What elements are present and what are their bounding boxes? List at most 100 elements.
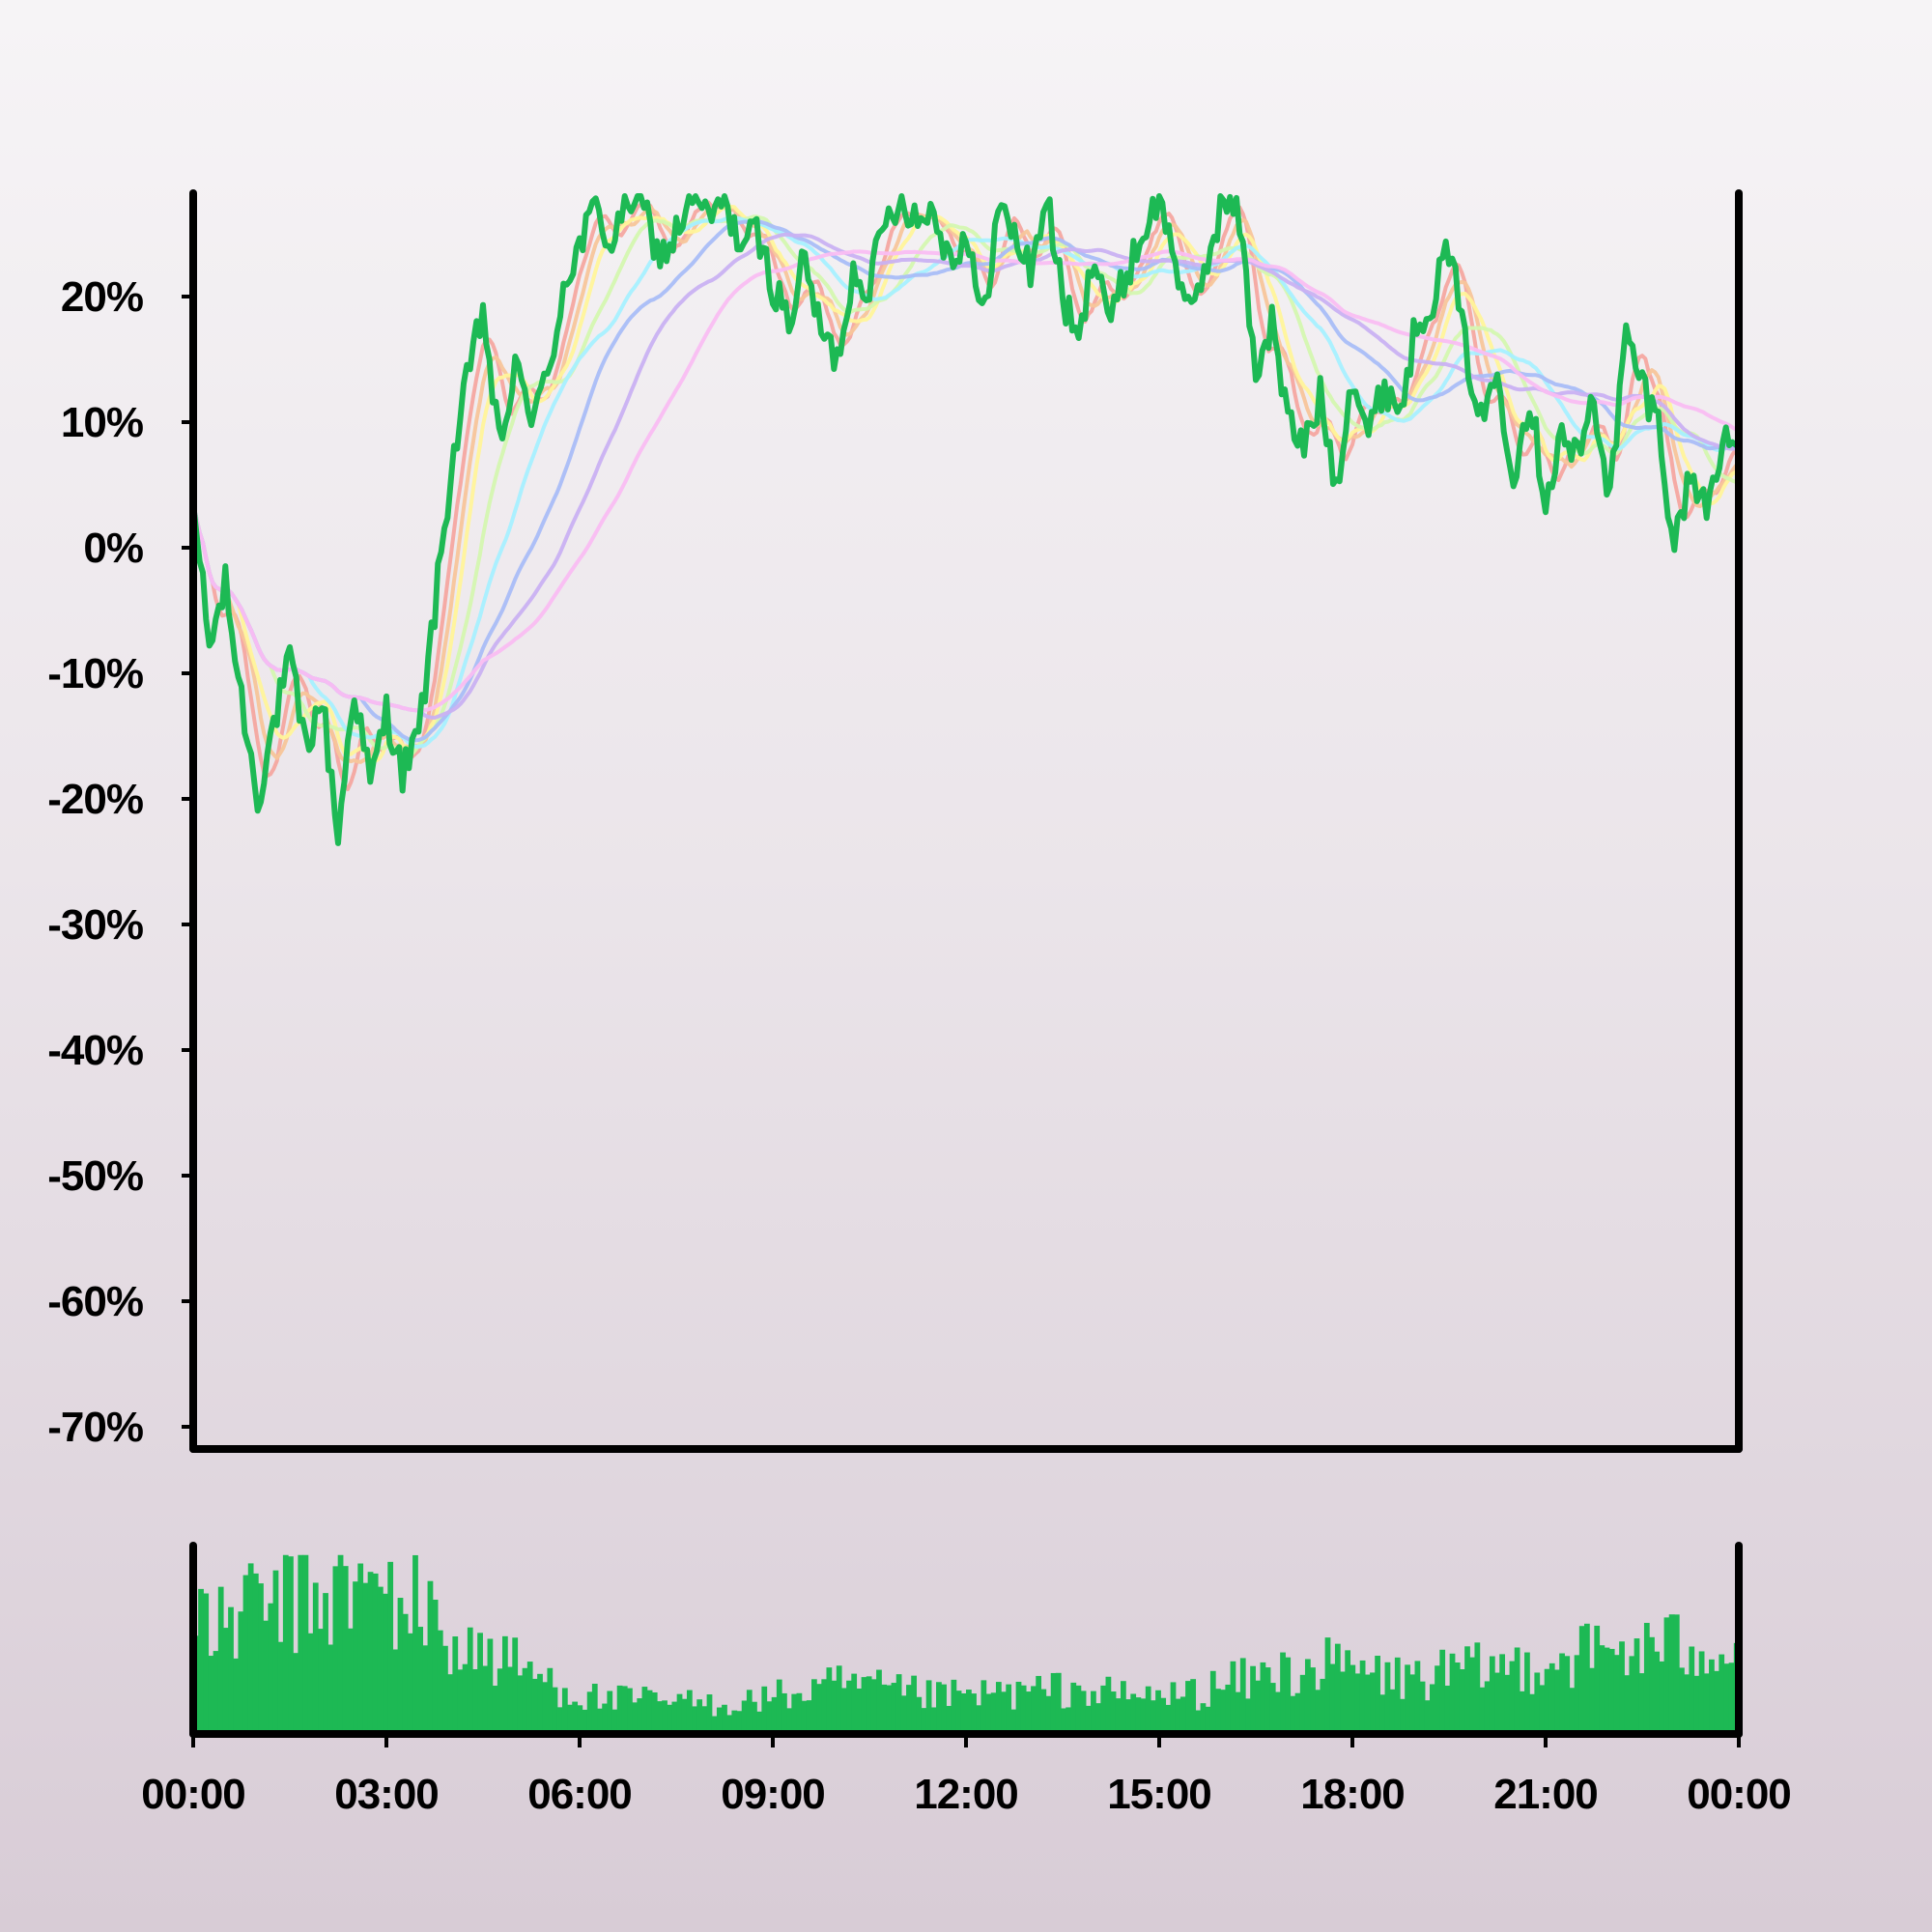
volume-bar xyxy=(1205,1706,1211,1734)
volume-bar xyxy=(1324,1637,1331,1734)
volume-bar xyxy=(726,1715,733,1734)
volume-bar xyxy=(1085,1705,1092,1734)
volume-bar xyxy=(801,1700,808,1734)
volume-bar xyxy=(1634,1638,1640,1734)
volume-bar xyxy=(307,1633,314,1734)
volume-bar xyxy=(886,1685,893,1734)
volume-bar xyxy=(1509,1661,1516,1734)
volume-bar xyxy=(1329,1663,1336,1734)
volume-bar xyxy=(487,1638,494,1734)
volume-bar xyxy=(900,1695,907,1734)
volume-bar xyxy=(1121,1681,1126,1734)
volume-bar xyxy=(1554,1669,1560,1734)
volume-bar xyxy=(736,1711,743,1734)
volume-bar xyxy=(1179,1696,1186,1734)
volume-bar xyxy=(891,1683,897,1734)
volume-bar xyxy=(233,1658,240,1734)
volume-bar xyxy=(1015,1681,1022,1734)
volume-bar xyxy=(547,1667,554,1734)
volume-bar xyxy=(911,1675,917,1734)
volume-bar xyxy=(312,1582,319,1734)
x-tick-label: 00:00 xyxy=(141,1771,245,1818)
volume-bar xyxy=(722,1704,727,1734)
volume-bar xyxy=(372,1573,379,1734)
volume-bar xyxy=(771,1696,778,1734)
volume-bar xyxy=(507,1666,513,1734)
volume-bar xyxy=(955,1690,962,1734)
volume-bar xyxy=(766,1701,773,1734)
volume-bar xyxy=(1320,1678,1326,1734)
volume-bar xyxy=(706,1694,713,1734)
x-tick-label: 03:00 xyxy=(334,1771,439,1818)
volume-bar xyxy=(427,1580,434,1734)
volume-bar xyxy=(1599,1645,1605,1734)
x-tick-label: 21:00 xyxy=(1493,1771,1598,1818)
volume-bar xyxy=(402,1613,409,1734)
volume-bar xyxy=(866,1676,872,1734)
volume-bar xyxy=(667,1704,673,1734)
volume-bar xyxy=(1689,1646,1695,1734)
volume-bar xyxy=(1589,1667,1595,1734)
volume-bar xyxy=(1548,1662,1555,1734)
volume-bar xyxy=(213,1651,219,1734)
volume-bar xyxy=(1165,1704,1172,1734)
volume-bar xyxy=(323,1593,328,1734)
price-series-group xyxy=(190,193,1741,846)
volume-bar xyxy=(611,1709,618,1734)
volume-bar xyxy=(1444,1685,1451,1734)
volume-bar xyxy=(1649,1636,1655,1734)
volume-bar xyxy=(258,1583,264,1734)
volume-bar xyxy=(1315,1690,1321,1734)
volume-bar xyxy=(342,1566,349,1734)
x-tick-label: 06:00 xyxy=(527,1771,632,1818)
volume-bar xyxy=(591,1683,598,1734)
volume-bar xyxy=(1604,1647,1610,1734)
volume-bar xyxy=(826,1667,833,1734)
volume-bar xyxy=(1419,1681,1426,1734)
volume-bar xyxy=(348,1628,354,1734)
volume-bar xyxy=(1439,1649,1446,1734)
volume-bar xyxy=(362,1582,369,1734)
volume-bar xyxy=(621,1686,628,1734)
volume-bar xyxy=(1065,1707,1071,1734)
volume-bar xyxy=(976,1705,982,1734)
volume-bar xyxy=(701,1706,708,1734)
volume-bar xyxy=(492,1686,498,1734)
volume-bar xyxy=(1050,1672,1057,1734)
volume-bar xyxy=(1195,1710,1202,1734)
volume-bar xyxy=(1055,1672,1062,1734)
volume-bar xyxy=(332,1566,339,1734)
volume-bar xyxy=(1728,1662,1735,1734)
volume-bar xyxy=(1190,1679,1197,1734)
volume-bar xyxy=(1693,1675,1700,1734)
volume-bar xyxy=(1359,1660,1366,1734)
volume-bar xyxy=(228,1606,234,1734)
volume-bar xyxy=(1160,1697,1167,1734)
volume-bar xyxy=(791,1693,798,1734)
volume-bar xyxy=(392,1649,399,1734)
volume-bar xyxy=(1723,1663,1730,1734)
volume-bar xyxy=(412,1554,418,1734)
volume-bar xyxy=(542,1682,549,1734)
volume-bar xyxy=(502,1635,508,1734)
volume-bar xyxy=(1719,1654,1725,1734)
volume-bar xyxy=(582,1709,588,1734)
volume-bar xyxy=(980,1680,987,1734)
volume-bar xyxy=(1379,1694,1386,1734)
volume-bar xyxy=(377,1586,384,1734)
volume-bar xyxy=(1260,1662,1266,1734)
volume-bar xyxy=(676,1693,683,1734)
volume-bar xyxy=(1340,1671,1346,1734)
volume-bar xyxy=(1020,1685,1027,1734)
volume-bar xyxy=(870,1679,877,1734)
volume-bar xyxy=(1045,1695,1052,1734)
volume-bar xyxy=(1564,1656,1571,1734)
volume-bar xyxy=(960,1693,967,1734)
volume-bar xyxy=(472,1668,478,1734)
volume-bar xyxy=(916,1696,923,1734)
x-axis-ticks: 00:00 03:00 06:00 09:00 12:00 15:00 18:00 21:00… xyxy=(141,1734,1792,1818)
volume-bar xyxy=(522,1667,528,1734)
volume-bar xyxy=(1290,1695,1296,1734)
volume-bar xyxy=(671,1701,678,1734)
volume-bar xyxy=(1080,1690,1087,1734)
